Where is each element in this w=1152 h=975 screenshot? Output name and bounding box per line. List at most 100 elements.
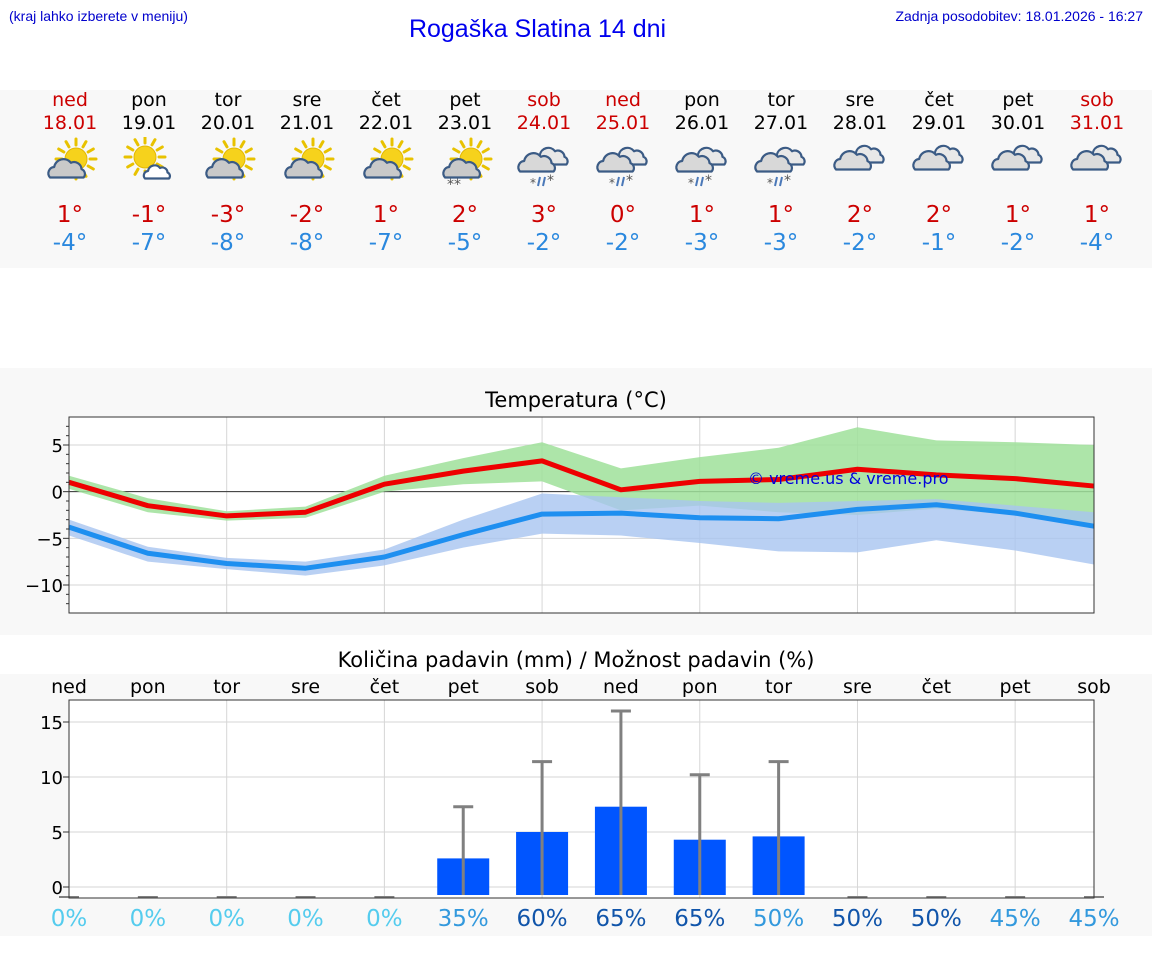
- day-column: tor 27.01 * * 1° -3°: [741, 89, 821, 257]
- y-tick-label: 0: [52, 878, 63, 899]
- high-temp: -1°: [131, 202, 167, 228]
- day-name: sre: [292, 89, 322, 111]
- day-name: pon: [131, 89, 167, 111]
- y-tick-label: −5: [36, 529, 63, 550]
- high-temp: 1°: [56, 202, 84, 228]
- day-date: 20.01: [200, 112, 256, 134]
- high-temp: 2°: [925, 202, 953, 228]
- day-column: sob 31.01 1° -4°: [1057, 89, 1137, 257]
- day-label: tor: [213, 676, 240, 698]
- svg-text:*: *: [688, 176, 694, 190]
- high-temp: -3°: [210, 202, 246, 228]
- day-label: pon: [682, 676, 718, 698]
- cloud-sleet-icon: * *: [754, 146, 806, 190]
- low-temp: -8°: [289, 230, 325, 256]
- low-temp: -7°: [131, 230, 167, 256]
- day-date: 27.01: [753, 112, 809, 134]
- day-name: sre: [845, 89, 875, 111]
- cloudy-icon: [1070, 144, 1122, 171]
- day-date: 24.01: [516, 112, 572, 134]
- day-name: čet: [371, 89, 401, 111]
- precip-probability: 45%: [990, 906, 1041, 932]
- low-temp: -2°: [526, 230, 562, 256]
- day-column: pet 23.01 ** 2° -5°: [425, 89, 505, 257]
- cloud-sleet-icon: * *: [675, 146, 727, 190]
- watermark: © vreme.us & vreme.pro: [748, 469, 949, 488]
- day-column: sre 28.01 2° -2°: [820, 89, 900, 257]
- day-column: pon 26.01 * * 1° -3°: [662, 89, 742, 257]
- precip-probability: 50%: [753, 906, 804, 932]
- max-temp-line: [68, 458, 1095, 519]
- day-column: pet 30.01 1° -2°: [978, 89, 1058, 257]
- day-date: 28.01: [832, 112, 888, 134]
- high-temp: 1°: [372, 202, 400, 228]
- day-date: 18.01: [42, 112, 98, 134]
- cloud-sleet-icon: * *: [517, 146, 569, 190]
- low-temp: -4°: [1079, 230, 1115, 256]
- day-name: ned: [52, 89, 88, 111]
- day-name: tor: [214, 89, 242, 111]
- high-temp: 0°: [609, 202, 637, 228]
- day-label: ned: [51, 676, 87, 698]
- plot-frame: [68, 699, 1095, 899]
- low-temp: -7°: [368, 230, 404, 256]
- day-name: pon: [684, 89, 720, 111]
- precip-probability: 65%: [595, 906, 646, 932]
- low-temp: -3°: [763, 230, 799, 256]
- temperature-chart-title: Temperatura (°C): [485, 388, 667, 412]
- day-date: 25.01: [595, 112, 651, 134]
- day-name: ned: [605, 89, 641, 111]
- precip-probability: 35%: [438, 906, 489, 932]
- svg-text:*: *: [705, 173, 712, 189]
- low-temp: -5°: [447, 230, 483, 256]
- low-temp: -2°: [842, 230, 878, 256]
- cloud-sleet-icon: * *: [596, 146, 648, 190]
- day-column: sre 21.01 -2° -8°: [267, 89, 347, 257]
- y-tick-label: 15: [40, 713, 63, 734]
- day-label: pet: [1000, 676, 1031, 698]
- svg-text:*: *: [547, 173, 554, 189]
- day-label: pet: [448, 676, 479, 698]
- day-date: 31.01: [1069, 112, 1125, 134]
- day-label: sre: [291, 676, 320, 698]
- high-temp: 1°: [1083, 202, 1111, 228]
- day-date: 23.01: [437, 112, 493, 134]
- day-column: ned 18.01 1° -4°: [30, 89, 110, 257]
- plot-frame: [68, 416, 1095, 614]
- low-temp: -4°: [52, 230, 88, 256]
- low-temp: -3°: [684, 230, 720, 256]
- y-tick-label: 0: [52, 483, 63, 504]
- day-date: 26.01: [674, 112, 730, 134]
- precip-probability: 0%: [287, 906, 324, 932]
- menu-note: (kraj lahko izberete v meniju): [9, 8, 188, 24]
- mostly-sunny-icon: [123, 137, 172, 180]
- day-label: pon: [130, 676, 166, 698]
- precip-probability: 60%: [517, 906, 568, 932]
- high-temp: 3°: [530, 202, 558, 228]
- sunny-snow-icon: **: [442, 137, 493, 193]
- day-date: 22.01: [358, 112, 414, 134]
- svg-text:*: *: [767, 176, 773, 190]
- y-tick-label: 10: [40, 768, 63, 789]
- day-column: ned 25.01 * * 0° -2°: [583, 89, 663, 257]
- low-temp: -2°: [1000, 230, 1036, 256]
- cloudy-icon: [833, 144, 885, 171]
- last-update: Zadnja posodobitev: 18.01.2026 - 16:27: [895, 8, 1143, 24]
- low-temp: -1°: [921, 230, 957, 256]
- day-date: 30.01: [990, 112, 1046, 134]
- precipitation-chart-title: Količina padavin (mm) / Možnost padavin …: [337, 648, 815, 672]
- partly-sunny-icon: [284, 137, 335, 181]
- svg-text:*: *: [530, 176, 536, 190]
- high-temp: 1°: [688, 202, 716, 228]
- high-temp: -2°: [289, 202, 325, 228]
- day-label: sob: [525, 676, 559, 698]
- day-name: sob: [527, 89, 561, 111]
- low-temp: -2°: [605, 230, 641, 256]
- svg-text:*: *: [609, 176, 615, 190]
- day-label: čet: [370, 676, 400, 698]
- day-label: sre: [843, 676, 872, 698]
- precip-probability: 0%: [51, 906, 88, 932]
- high-temp: 1°: [767, 202, 795, 228]
- high-temp: 2°: [846, 202, 874, 228]
- high-temp: 1°: [1004, 202, 1032, 228]
